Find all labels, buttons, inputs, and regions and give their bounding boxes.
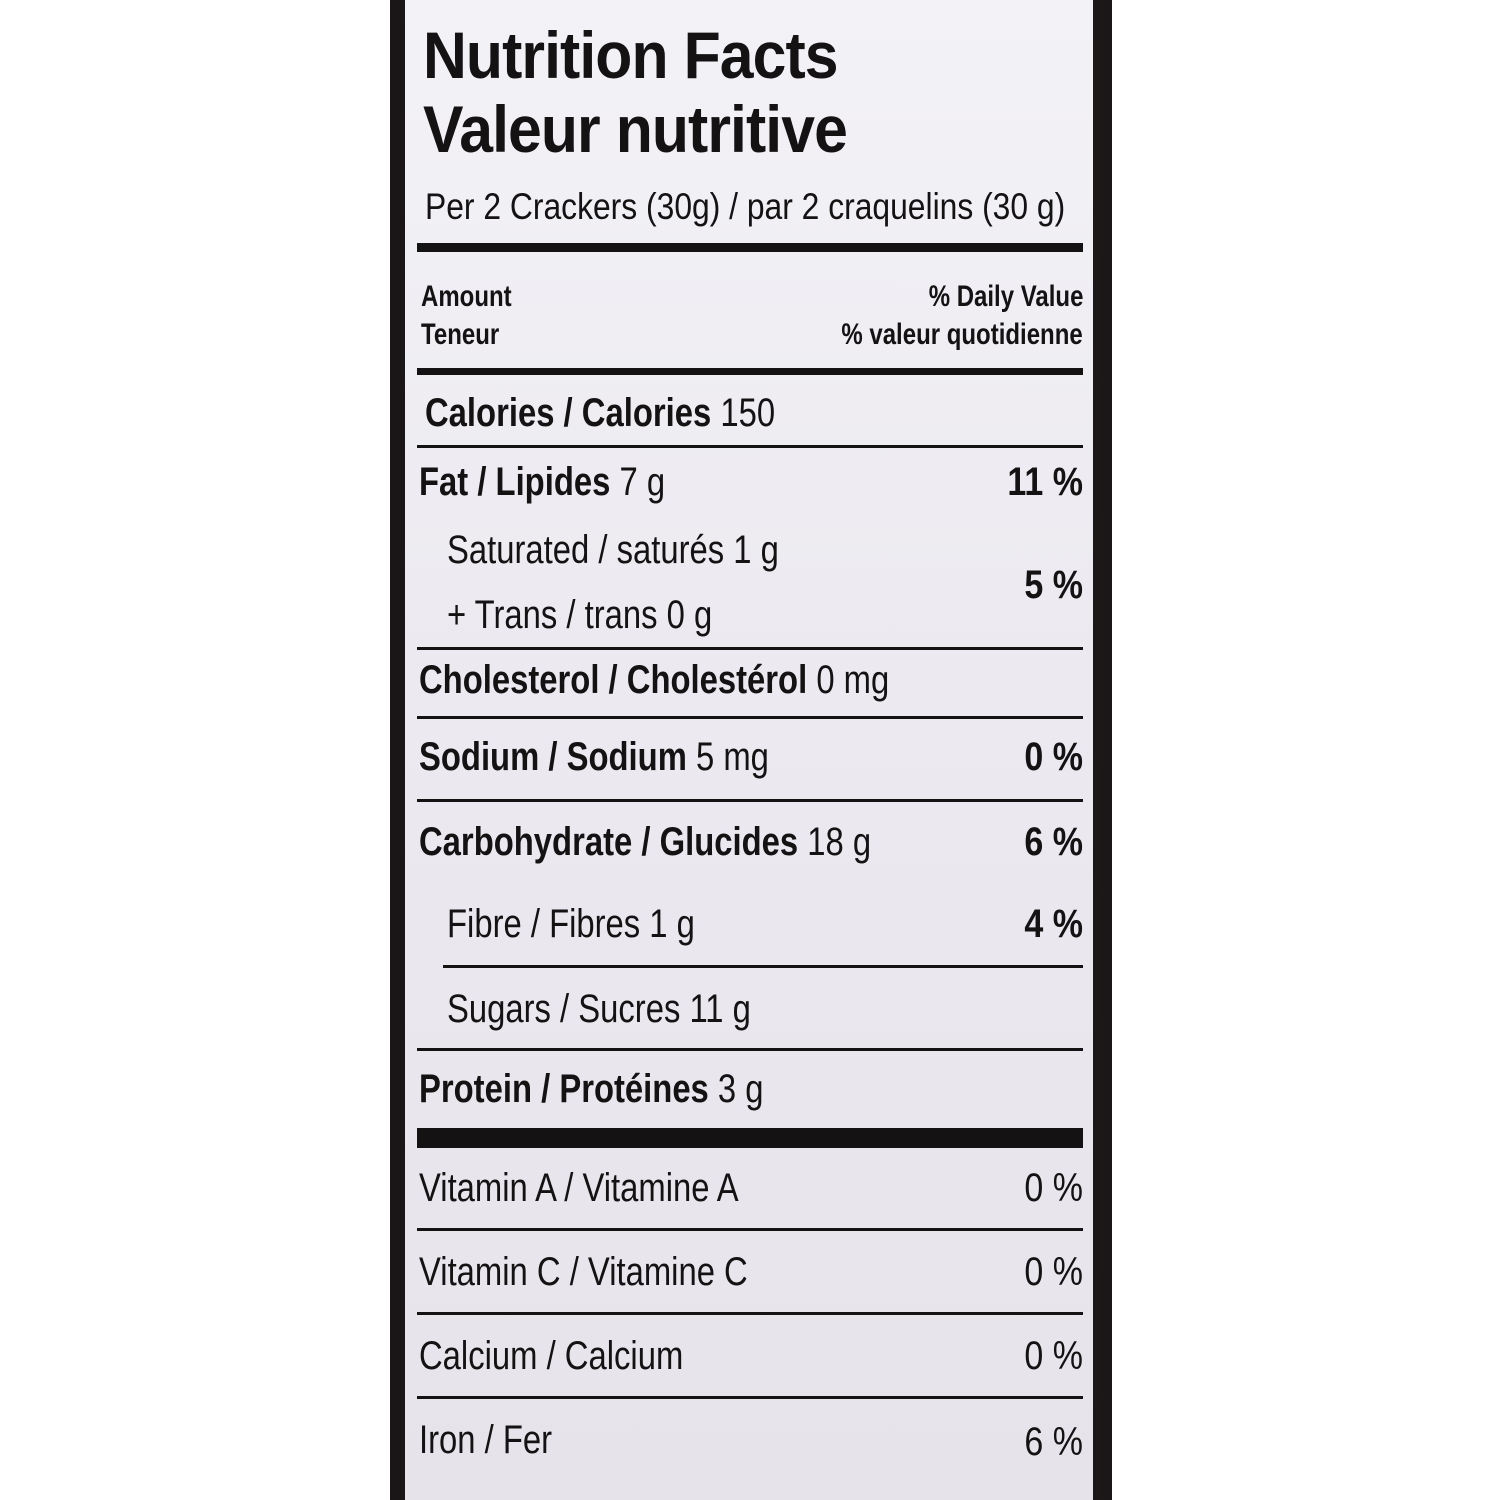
sodium-amount: 5 mg	[695, 735, 769, 779]
iron-label: Iron / Fer	[419, 1418, 553, 1462]
sodium-label: Sodium / Sodium 5 mg	[419, 735, 769, 779]
fat-amount: 7 g	[619, 460, 666, 504]
divider	[417, 1396, 1083, 1399]
daily-value-header-french: % valeur quotidienne	[841, 318, 1083, 351]
indented-divider	[443, 965, 1083, 968]
calcium-daily-value: 0 %	[1024, 1334, 1083, 1378]
sodium-daily-value: 0 %	[1024, 735, 1083, 779]
thick-divider	[417, 243, 1083, 252]
vitamin-c-label: Vitamin C / Vitamine C	[419, 1250, 748, 1294]
saturated-trans-daily-value: 5 %	[1024, 563, 1083, 607]
title-english: Nutrition Facts	[423, 18, 839, 92]
fat-daily-value: 11 %	[1007, 460, 1083, 504]
sugars-label: Sugars / Sucres 11 g	[447, 987, 751, 1031]
amount-header-french: Teneur	[421, 318, 500, 351]
divider	[417, 799, 1083, 802]
trans-label: + Trans / trans 0 g	[447, 593, 713, 637]
cholesterol-amount: 0 mg	[816, 658, 890, 702]
carbohydrate-amount: 18 g	[807, 820, 872, 864]
cholesterol-label: Cholesterol / Cholestérol 0 mg	[419, 658, 890, 702]
carbohydrate-daily-value: 6 %	[1024, 820, 1083, 864]
divider	[417, 716, 1083, 719]
fat-label: Fat / Lipides 7 g	[419, 460, 666, 504]
thick-divider	[417, 1128, 1083, 1148]
divider	[417, 1312, 1083, 1315]
saturated-label: Saturated / saturés 1 g	[447, 528, 779, 572]
fibre-daily-value: 4 %	[1024, 902, 1083, 946]
iron-daily-value: 6 %	[1024, 1420, 1083, 1464]
vitamin-c-daily-value: 0 %	[1024, 1250, 1083, 1294]
serving-size: Per 2 Crackers (30g) / par 2 craquelins …	[425, 186, 1066, 227]
carbohydrate-label: Carbohydrate / Glucides 18 g	[419, 820, 872, 864]
divider	[417, 1048, 1083, 1051]
calories-label: Calories / Calories 150	[425, 391, 776, 435]
fibre-label: Fibre / Fibres 1 g	[447, 902, 695, 946]
amount-header-english: Amount	[421, 280, 512, 313]
protein-amount: 3 g	[717, 1067, 764, 1111]
thick-divider	[417, 368, 1083, 375]
calories-value: 150	[720, 391, 776, 435]
title-french: Valeur nutritive	[423, 92, 848, 166]
daily-value-header-english: % Daily Value	[928, 280, 1083, 313]
divider	[417, 647, 1083, 650]
protein-label: Protein / Protéines 3 g	[419, 1067, 764, 1111]
vitamin-a-daily-value: 0 %	[1024, 1166, 1083, 1210]
divider	[417, 445, 1083, 448]
calcium-label: Calcium / Calcium	[419, 1334, 684, 1378]
vitamin-a-label: Vitamin A / Vitamine A	[419, 1166, 739, 1210]
nutrition-facts-label: Nutrition Facts Valeur nutritive Per 2 C…	[405, 0, 1093, 1500]
divider	[417, 1228, 1083, 1231]
